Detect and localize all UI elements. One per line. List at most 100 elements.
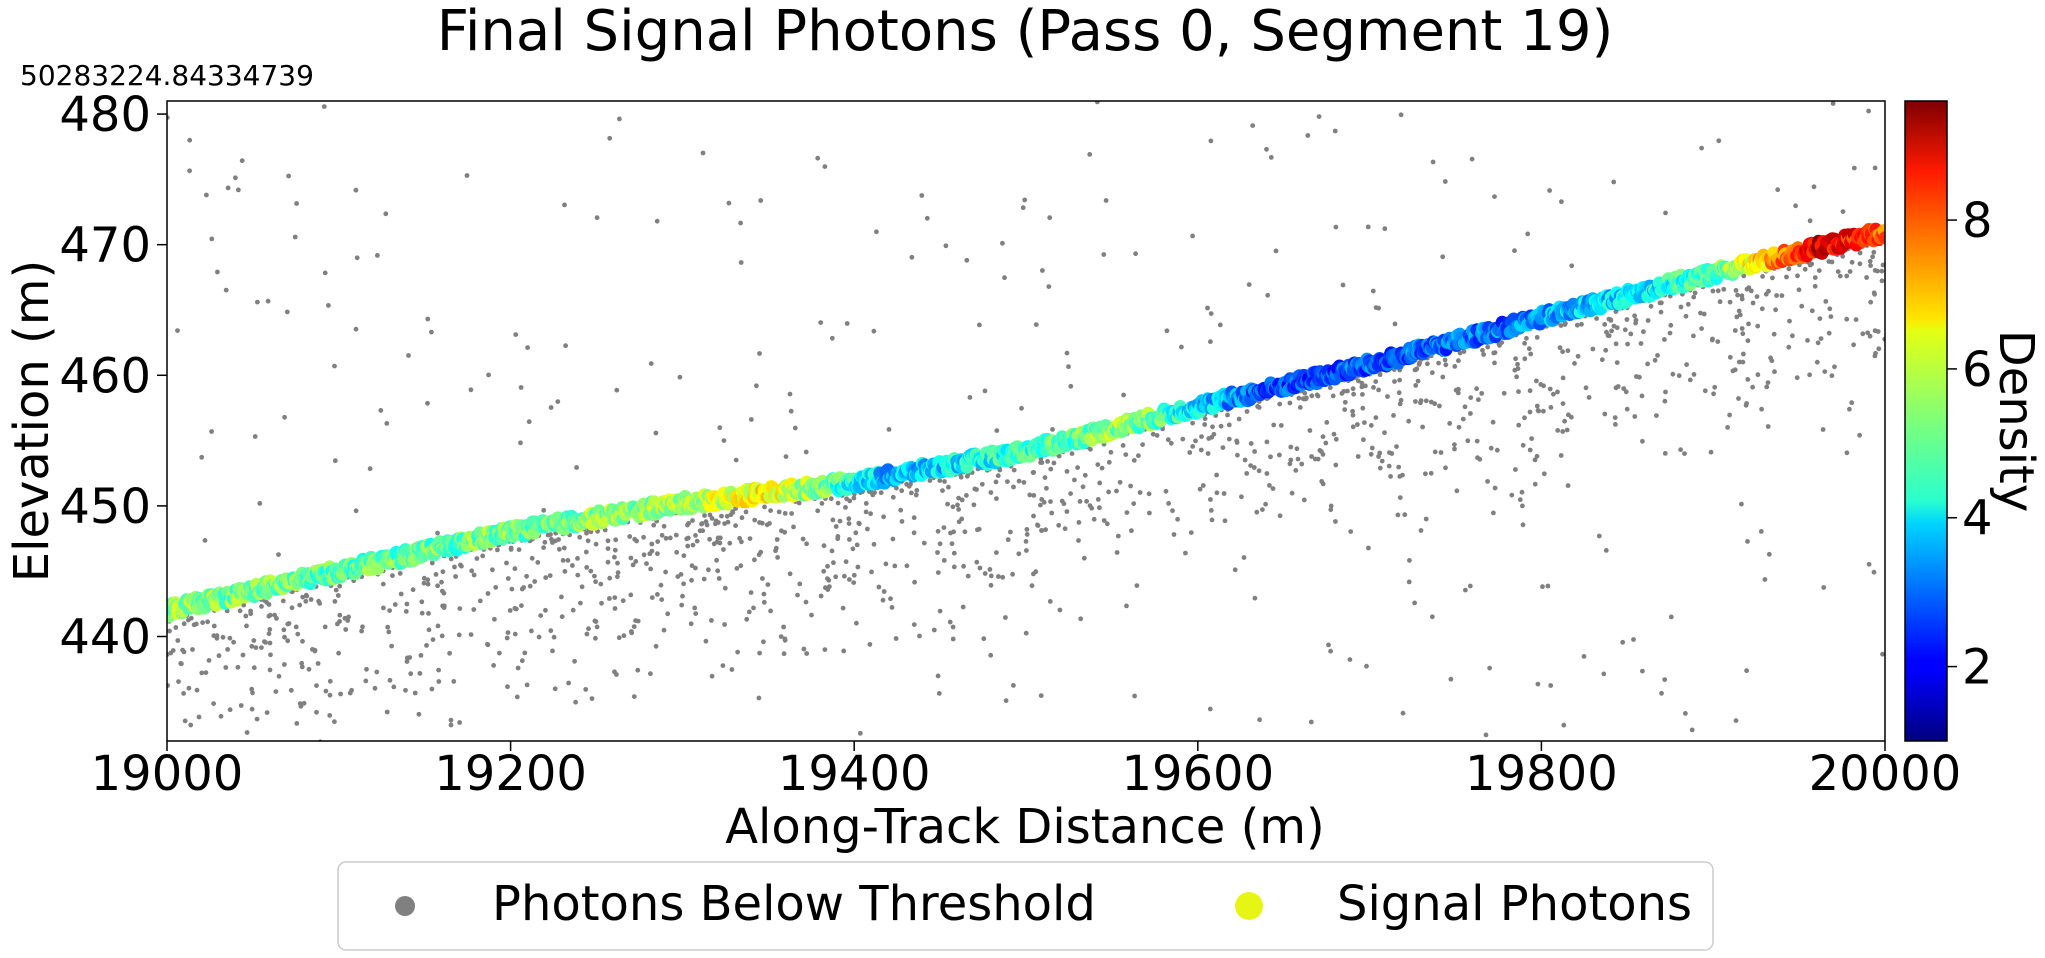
below-threshold-point xyxy=(1659,300,1664,306)
below-threshold-point xyxy=(1315,393,1321,399)
below-threshold-point xyxy=(280,598,286,604)
below-threshold-point xyxy=(191,622,197,628)
below-threshold-point xyxy=(964,257,970,263)
below-threshold-point xyxy=(1406,418,1412,424)
below-threshold-point xyxy=(1555,428,1561,433)
below-threshold-point xyxy=(1811,184,1817,190)
below-threshold-point xyxy=(577,534,583,540)
below-threshold-point xyxy=(729,667,735,672)
below-threshold-point xyxy=(1220,445,1226,450)
below-threshold-point xyxy=(425,400,430,406)
below-threshold-point xyxy=(822,647,828,652)
below-threshold-point xyxy=(1562,418,1567,424)
below-threshold-point xyxy=(267,667,273,673)
below-threshold-point xyxy=(1316,114,1322,119)
below-threshold-point xyxy=(899,488,905,494)
below-threshold-point xyxy=(988,490,994,495)
below-threshold-point xyxy=(1522,340,1527,346)
below-threshold-point xyxy=(1662,451,1668,456)
below-threshold-point xyxy=(1350,408,1355,414)
below-threshold-point xyxy=(327,692,333,698)
below-threshold-point xyxy=(1342,407,1348,412)
below-threshold-point xyxy=(182,718,188,724)
below-threshold-point xyxy=(1129,528,1134,534)
below-threshold-point xyxy=(1268,155,1274,160)
below-threshold-point xyxy=(1710,336,1715,342)
below-threshold-point xyxy=(677,374,683,380)
below-threshold-point xyxy=(1423,516,1429,522)
below-threshold-point xyxy=(1623,389,1629,395)
below-threshold-point xyxy=(1448,676,1454,682)
below-threshold-point xyxy=(1860,331,1866,337)
below-threshold-point xyxy=(504,635,510,641)
below-threshold-point xyxy=(486,372,491,378)
below-threshold-point xyxy=(1011,683,1016,688)
below-threshold-point xyxy=(1534,453,1540,459)
below-threshold-point xyxy=(752,517,758,523)
below-threshold-point xyxy=(1532,481,1538,487)
below-threshold-point xyxy=(791,524,796,530)
below-threshold-point xyxy=(386,629,392,635)
below-threshold-point xyxy=(551,634,557,640)
below-threshold-point xyxy=(994,550,999,555)
below-threshold-point xyxy=(1683,313,1689,319)
below-threshold-point xyxy=(1382,226,1388,232)
below-threshold-point xyxy=(955,502,960,508)
below-threshold-point xyxy=(1579,321,1584,327)
below-threshold-point xyxy=(464,173,470,178)
below-threshold-point xyxy=(927,478,933,483)
below-threshold-point xyxy=(236,187,241,193)
below-threshold-point xyxy=(1293,468,1299,473)
below-threshold-point xyxy=(1547,386,1553,392)
below-threshold-point xyxy=(1809,308,1815,314)
below-threshold-point xyxy=(1319,449,1324,454)
below-threshold-point xyxy=(1527,388,1533,394)
below-threshold-point xyxy=(332,458,338,464)
below-threshold-point xyxy=(1603,548,1609,553)
below-threshold-point xyxy=(485,642,491,648)
below-threshold-point xyxy=(1637,374,1642,380)
below-threshold-point xyxy=(1875,329,1881,334)
below-threshold-point xyxy=(1737,359,1742,365)
below-threshold-point xyxy=(1368,423,1374,428)
below-threshold-point xyxy=(1741,351,1746,357)
below-threshold-point xyxy=(634,538,639,544)
below-threshold-point xyxy=(378,408,384,413)
below-threshold-point xyxy=(1739,501,1744,507)
below-threshold-point xyxy=(572,658,577,664)
below-threshold-point xyxy=(1479,391,1485,396)
below-threshold-point xyxy=(719,513,724,519)
below-threshold-point xyxy=(615,570,621,575)
below-threshold-point xyxy=(1575,353,1581,359)
below-threshold-point xyxy=(332,719,337,725)
below-threshold-point xyxy=(1492,194,1497,200)
below-threshold-point xyxy=(181,621,187,627)
below-threshold-point xyxy=(613,537,619,543)
below-threshold-point xyxy=(1394,444,1399,449)
below-threshold-point xyxy=(681,553,687,559)
below-threshold-point xyxy=(1727,299,1733,305)
below-threshold-point xyxy=(1114,488,1119,494)
signal-photon-points xyxy=(167,222,1885,623)
below-threshold-point xyxy=(522,650,528,656)
below-threshold-point xyxy=(899,519,905,524)
below-threshold-point xyxy=(1596,533,1602,539)
below-threshold-point xyxy=(1114,550,1120,555)
below-threshold-point xyxy=(659,597,665,602)
below-threshold-point xyxy=(1094,101,1100,105)
below-threshold-point xyxy=(1879,278,1885,284)
below-threshold-point xyxy=(765,582,771,587)
below-threshold-point xyxy=(1456,386,1461,392)
below-threshold-point xyxy=(689,563,695,569)
below-threshold-point xyxy=(1302,390,1308,396)
below-threshold-point xyxy=(1198,447,1204,453)
below-threshold-point xyxy=(1541,383,1546,389)
below-threshold-point xyxy=(782,511,788,516)
below-threshold-point xyxy=(967,395,973,400)
below-threshold-point xyxy=(1849,259,1855,265)
below-threshold-point xyxy=(747,536,753,541)
below-threshold-point xyxy=(1520,522,1526,528)
below-threshold-point xyxy=(267,627,273,632)
below-threshold-point xyxy=(240,652,246,658)
below-threshold-point xyxy=(1077,499,1083,504)
